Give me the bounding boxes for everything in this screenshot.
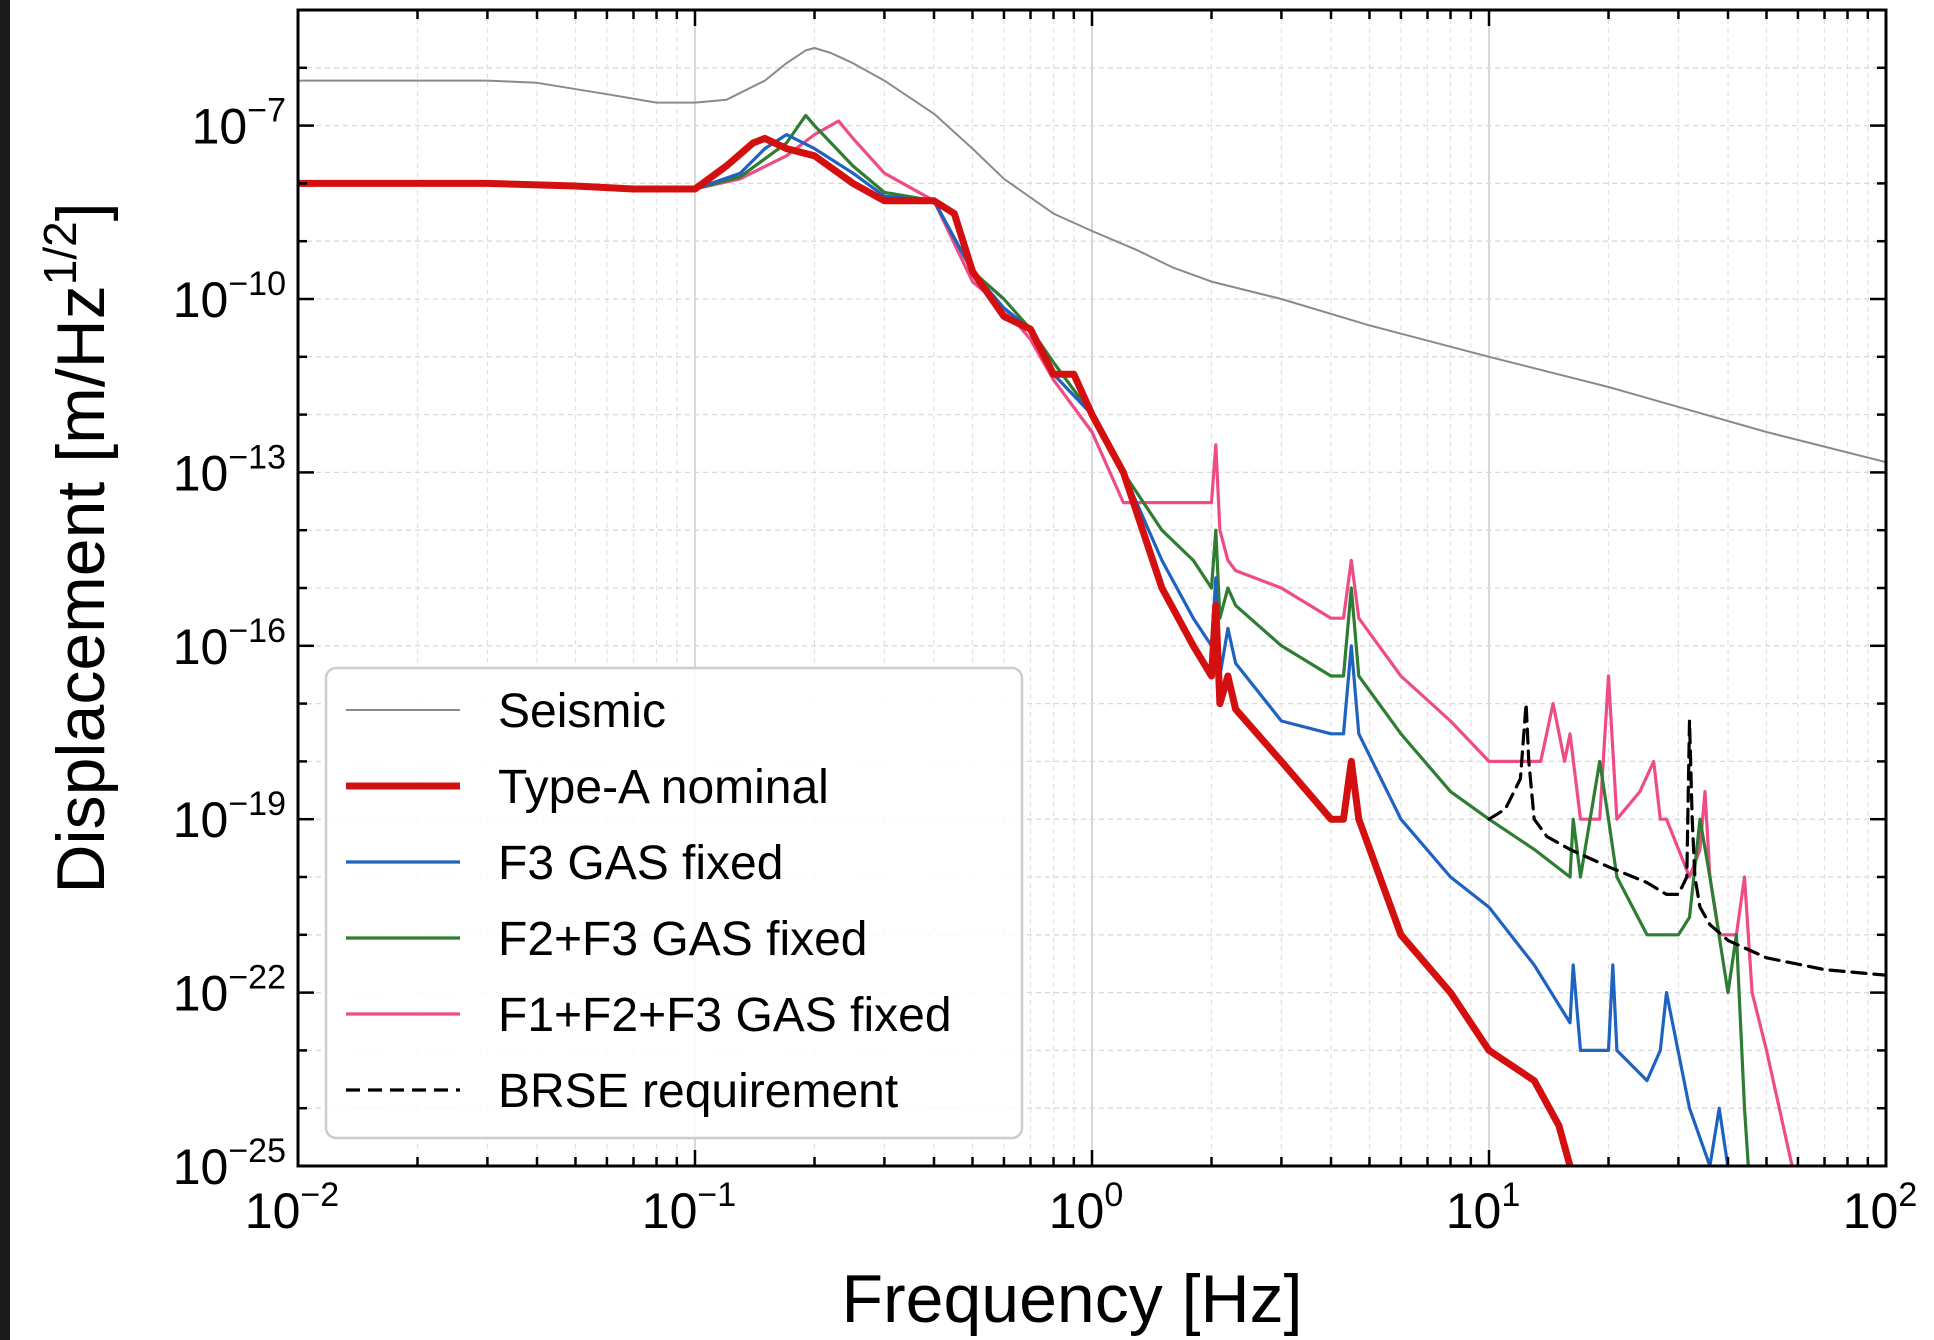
legend-label: F2+F3 GAS fixed bbox=[498, 913, 868, 966]
y-axis-title: Displacement [m/Hz1/2] bbox=[34, 202, 119, 893]
y-tick-label: 10−22 bbox=[173, 959, 286, 1022]
legend-label: F1+F2+F3 GAS fixed bbox=[498, 989, 952, 1042]
y-tick-label: 10−7 bbox=[192, 92, 286, 155]
legend-box bbox=[324, 666, 1024, 1140]
axis-ticks bbox=[296, 8, 1888, 1168]
legend-label: Seismic bbox=[498, 685, 666, 738]
x-tick-label: 10−1 bbox=[642, 1176, 736, 1239]
series-lines bbox=[298, 47, 1886, 1166]
y-tick-label: 10−16 bbox=[173, 612, 286, 675]
legend: Seismic Type-A nominal F3 GAS fixed F2+F3 G… bbox=[324, 666, 1024, 1140]
y-tick-label: 10−25 bbox=[173, 1132, 286, 1195]
series-line-seismic bbox=[298, 47, 1886, 464]
legend-label: BRSE requirement bbox=[498, 1065, 898, 1118]
legend-label: Type-A nominal bbox=[498, 761, 829, 814]
x-axis-title: Frequency [Hz] bbox=[841, 1261, 1302, 1337]
series-line-type-a-nominal bbox=[298, 134, 1574, 1166]
tick-labels: 10−2 10−1 100 101 102 10−25 10−22 10−19 10−16 10−… bbox=[173, 92, 1918, 1239]
y-tick-label: 10−19 bbox=[173, 785, 286, 848]
series-line-f3-gas-fixed bbox=[298, 133, 1730, 1166]
left-border-strip bbox=[0, 0, 10, 1340]
y-tick-label: 10−13 bbox=[173, 438, 286, 501]
y-tick-label: 10−10 bbox=[173, 265, 286, 328]
x-tick-label: 10−2 bbox=[245, 1176, 339, 1239]
series-line-brse-requirement bbox=[1487, 701, 1886, 977]
svg-text:Displacement [m/Hz1/2]: Displacement [m/Hz1/2] bbox=[34, 202, 119, 893]
x-tick-label: 102 bbox=[1843, 1176, 1918, 1239]
series-line-f2-f3-gas-fixed bbox=[298, 113, 1750, 1166]
legend-label: F3 GAS fixed bbox=[498, 837, 783, 890]
x-tick-label: 100 bbox=[1049, 1176, 1124, 1239]
x-tick-label: 101 bbox=[1446, 1176, 1521, 1239]
